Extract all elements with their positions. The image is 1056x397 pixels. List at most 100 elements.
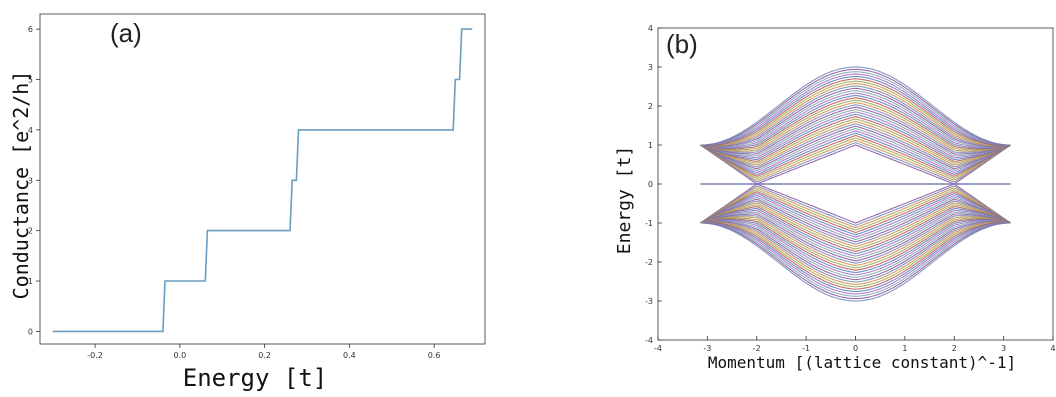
plot-b-ytick-label: 1 bbox=[648, 141, 653, 150]
plot-b-upper-band-line bbox=[700, 78, 1011, 146]
plot-b-upper-band-line bbox=[700, 90, 1011, 148]
plot-a-xtick-label: -0.2 bbox=[87, 351, 103, 360]
plot-b-ylabel: Energy [t] bbox=[614, 146, 635, 254]
plot-b-ytick-label: -1 bbox=[645, 219, 653, 228]
plot-b-upper-band-line bbox=[700, 101, 1011, 152]
plot-b-xtick-label: -1 bbox=[802, 344, 810, 353]
plot-b-lower-band-line bbox=[700, 208, 1011, 255]
plot-b-upper-band-line bbox=[700, 66, 1011, 146]
plot-b-lower-band-line bbox=[700, 209, 1011, 257]
plot-b-upper-band-line bbox=[700, 92, 1011, 149]
plot-b-ytick-label: -3 bbox=[645, 297, 653, 306]
plot-b-lower-band-line bbox=[700, 217, 1011, 269]
plot-b-upper-band-line bbox=[700, 106, 1011, 155]
plot-a-xtick-label: 0.2 bbox=[258, 351, 271, 360]
plot-b-lower-band-line bbox=[700, 216, 1011, 267]
plot-b-lower-band-line bbox=[700, 221, 1011, 283]
plot-b-upper-band-line bbox=[700, 116, 1011, 162]
plot-b-ytick-label: -4 bbox=[645, 336, 653, 345]
plot-b-lower-band-line bbox=[700, 219, 1011, 274]
plot-b-upper-band-line bbox=[700, 144, 1011, 185]
plot-b-xtick-label: -4 bbox=[654, 344, 662, 353]
plot-b-xtick-label: 4 bbox=[1050, 344, 1055, 353]
plot-b-xtick-label: 3 bbox=[1001, 344, 1006, 353]
plot-b-xtick-label: 1 bbox=[902, 344, 907, 353]
plot-b-lower-band-line bbox=[700, 221, 1011, 286]
plot-b-upper-band-line bbox=[700, 113, 1011, 160]
plot-b-xlabel: Momentum [(lattice constant)^-1] bbox=[708, 353, 1016, 372]
panel-b-band-structure-chart: (b) -4 -3 -2 -1 0 1 2 3 4 -4 -3 -2 -1 0 1 2 3 4 Momentum… bbox=[614, 24, 1056, 372]
plot-b-upper-band-line bbox=[700, 71, 1011, 146]
plot-b-upper-band-line bbox=[700, 139, 1011, 181]
plot-b-ytick-label: 0 bbox=[648, 180, 653, 189]
plot-a-ytick-label: 5 bbox=[28, 75, 33, 84]
plot-a-xtick-label: 0.0 bbox=[173, 351, 186, 360]
plot-b-upper-band-line bbox=[700, 120, 1011, 166]
plot-b-lower-band-line bbox=[700, 222, 1011, 300]
plot-b-upper-band-line bbox=[700, 125, 1011, 170]
plot-b-ytick-label: 4 bbox=[648, 24, 653, 33]
plot-b-upper-band-line bbox=[700, 132, 1011, 175]
plot-b-ytick-label: -2 bbox=[645, 258, 653, 267]
plot-a-ytick-label: 2 bbox=[28, 227, 33, 236]
plot-a-ytick-label: 6 bbox=[28, 25, 33, 34]
plot-b-upper-band-line bbox=[700, 137, 1011, 179]
plot-a-ytick-group: 0 1 2 3 4 5 6 bbox=[28, 25, 40, 336]
plot-b-upper-band-line bbox=[700, 82, 1011, 147]
plot-a-xtick-label: 0.4 bbox=[343, 351, 356, 360]
plot-a-xlabel: Energy [t] bbox=[183, 364, 328, 392]
plot-a-xtick-label: 0.6 bbox=[428, 351, 441, 360]
plot-b-bands-group bbox=[700, 66, 1011, 302]
plot-b-lower-band-line bbox=[700, 204, 1011, 250]
panel-b-label: (b) bbox=[666, 29, 698, 59]
plot-a-series-group bbox=[52, 28, 473, 333]
plot-b-lower-band-line bbox=[700, 185, 1011, 226]
plot-b-lower-band-line bbox=[700, 220, 1011, 278]
plot-b-upper-band-line bbox=[700, 104, 1011, 153]
plot-b-lower-band-line bbox=[700, 189, 1011, 231]
plot-b-upper-band-line bbox=[700, 87, 1011, 148]
plot-b-xtick-label: 2 bbox=[952, 344, 957, 353]
plot-b-upper-band-line bbox=[700, 68, 1011, 146]
plot-b-lower-band-line bbox=[700, 191, 1011, 234]
plot-b-lower-band-line bbox=[700, 222, 1011, 295]
plot-b-lower-band-line bbox=[700, 183, 1011, 224]
plot-b-upper-band-line bbox=[700, 73, 1011, 146]
plot-b-upper-band-line bbox=[700, 127, 1011, 172]
plot-b-upper-band-line bbox=[700, 97, 1011, 150]
plot-b-lower-band-line bbox=[700, 211, 1011, 260]
plot-b-lower-band-line bbox=[700, 222, 1011, 297]
plot-b-upper-band-line bbox=[700, 75, 1011, 146]
plot-b-lower-band-line bbox=[700, 222, 1011, 293]
plot-b-upper-band-line bbox=[700, 134, 1011, 177]
plot-b-upper-band-line bbox=[700, 130, 1011, 174]
plot-b-upper-band-line bbox=[700, 118, 1011, 164]
plot-b-lower-band-line bbox=[700, 219, 1011, 276]
plot-b-upper-band-line bbox=[700, 80, 1011, 147]
plot-b-upper-band-line bbox=[700, 111, 1011, 159]
plot-b-lower-band-line bbox=[700, 220, 1011, 281]
plot-a-ytick-label: 0 bbox=[28, 327, 33, 336]
plot-b-xtick-label: 0 bbox=[853, 344, 858, 353]
plot-b-lower-band-line bbox=[700, 213, 1011, 262]
plot-b-lower-band-line bbox=[700, 221, 1011, 288]
panel-a-label: (a) bbox=[110, 18, 142, 48]
plot-b-lower-band-line bbox=[700, 200, 1011, 245]
plot-b-lower-band-line bbox=[700, 196, 1011, 241]
plot-b-lower-band-line bbox=[700, 218, 1011, 271]
plot-a-conductance-line bbox=[52, 28, 473, 333]
plot-b-upper-band-line bbox=[700, 94, 1011, 149]
plot-b-lower-band-line bbox=[700, 193, 1011, 236]
plot-b-lower-band-line bbox=[700, 198, 1011, 243]
plot-a-ylabel: Conductance [e^2/h] bbox=[9, 71, 33, 300]
plot-b-lower-band-line bbox=[700, 206, 1011, 252]
plot-b-xtick-group: -4 -3 -2 -1 0 1 2 3 4 bbox=[654, 336, 1056, 353]
plot-b-upper-band-line bbox=[700, 85, 1011, 147]
plot-a-ytick-label: 1 bbox=[28, 277, 33, 286]
plot-b-ytick-label: 2 bbox=[648, 102, 653, 111]
plot-b-upper-band-line bbox=[700, 99, 1011, 151]
plot-b-lower-band-line bbox=[700, 222, 1011, 302]
plot-b-upper-band-line bbox=[700, 108, 1011, 157]
